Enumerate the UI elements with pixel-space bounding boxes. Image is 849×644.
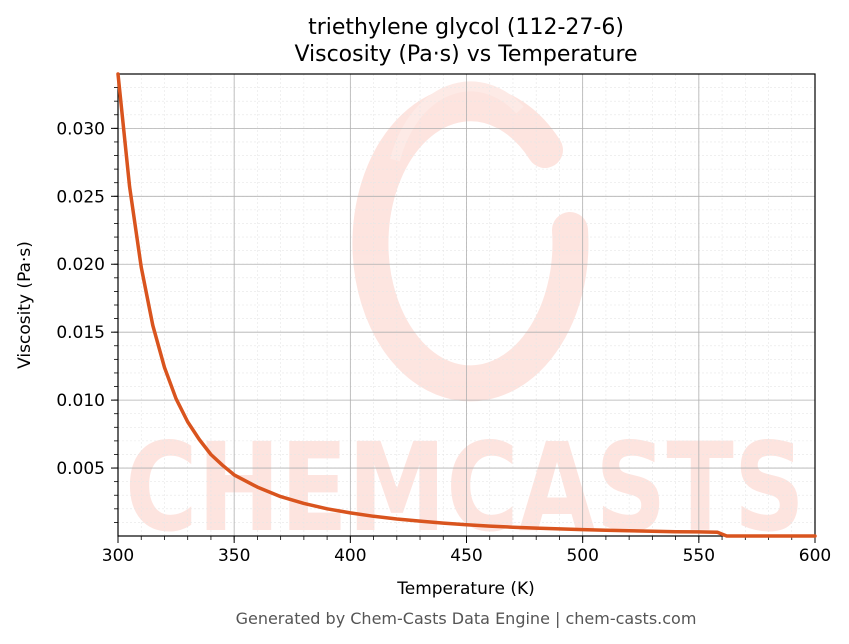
y-tick-label: 0.015	[56, 323, 105, 343]
x-tick-label: 450	[450, 546, 482, 566]
x-tick-label: 300	[102, 546, 134, 566]
x-tick-label: 600	[799, 546, 831, 566]
y-tick-label: 0.010	[56, 391, 105, 411]
watermark-ring	[352, 81, 589, 402]
y-tick-label: 0.005	[56, 459, 105, 479]
x-tick-label: 550	[683, 546, 715, 566]
footer-credit: Generated by Chem-Casts Data Engine | ch…	[236, 609, 697, 628]
chart-subtitle: Viscosity (Pa·s) vs Temperature	[294, 42, 637, 67]
x-axis-label: Temperature (K)	[396, 579, 535, 599]
series-line	[116, 72, 817, 538]
y-tick-label: 0.025	[56, 187, 105, 207]
watermark-text: CHEMCASTS	[125, 417, 805, 559]
x-tick-label: 350	[218, 546, 250, 566]
x-tick-label: 500	[566, 546, 598, 566]
y-axis: 0.005 0.010 0.015 0.020 0.025 0.030	[56, 87, 118, 523]
y-tick-label: 0.030	[56, 119, 105, 139]
y-tick-label: 0.020	[56, 255, 105, 275]
chart-title: triethylene glycol (112-27-6)	[308, 15, 624, 40]
x-axis: 300 350 400 450 500 550 600	[102, 536, 831, 566]
y-axis-label: Viscosity (Pa·s)	[15, 241, 35, 369]
x-tick-label: 400	[334, 546, 366, 566]
watermark: CHEMCASTS	[125, 81, 805, 559]
